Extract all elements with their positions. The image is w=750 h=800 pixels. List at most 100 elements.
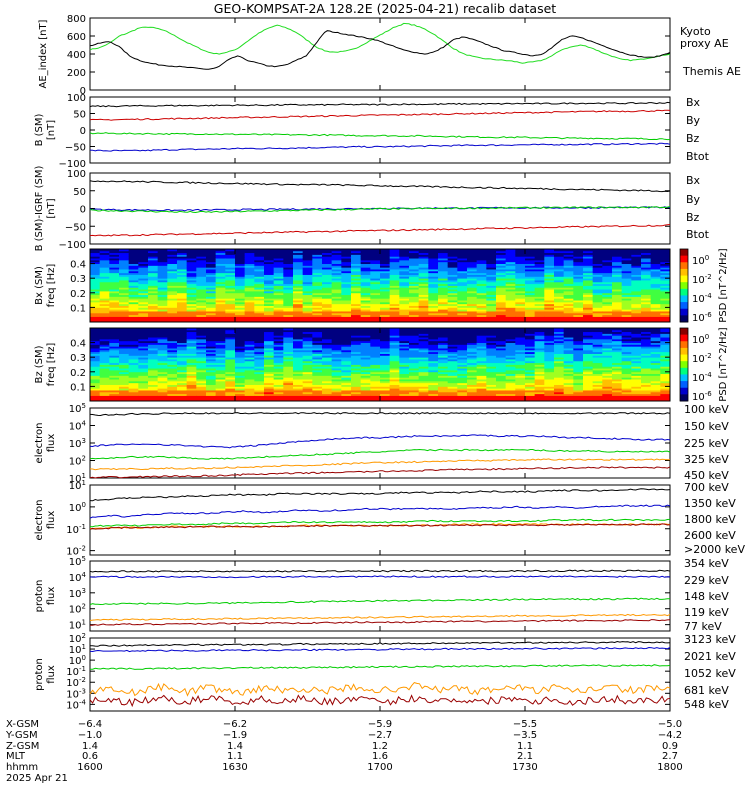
y-axis-label: flux — [46, 665, 57, 684]
colorbar-tick: 10-2 — [692, 273, 712, 286]
y-tick-label: −100 — [59, 159, 86, 170]
y-tick-label: 50 — [73, 187, 86, 198]
series-line-p_high-3 — [89, 646, 671, 653]
y-tick-label: 100 — [67, 169, 86, 180]
series-line-e_high-0 — [89, 488, 671, 502]
y-tick-label: 104 — [69, 571, 87, 584]
series-line-bgrf-2 — [89, 224, 671, 237]
x-axis-value: −6.2 — [223, 719, 247, 730]
x-axis-value: 1600 — [77, 762, 102, 773]
legend-entry: 325 keV — [684, 453, 729, 466]
x-axis-value: −1.0 — [78, 730, 102, 741]
x-axis-row-label: 2025 Apr 21 — [6, 773, 68, 784]
colorbar-tick: 10-4 — [692, 371, 712, 384]
legend-entry: 225 keV — [684, 437, 729, 450]
series-line-e_low-0 — [89, 412, 671, 417]
y-tick-label: 10-1 — [66, 665, 86, 678]
legend-entry: 148 keV — [684, 590, 729, 603]
plot-frame — [89, 637, 671, 712]
x-axis-value: 1700 — [367, 762, 392, 773]
y-axis-label: B (SM)-IGRF (SM) — [34, 166, 45, 252]
y-tick-label: 0.3 — [70, 353, 86, 364]
legend-entry: 1800 keV — [684, 513, 736, 526]
y-axis-label: flux — [46, 511, 57, 530]
y-tick-label: 102 — [69, 632, 86, 645]
legend-entry: >2000 keV — [684, 543, 745, 556]
x-axis-value: 1.2 — [372, 741, 388, 752]
series-line-e_low-4 — [89, 466, 671, 479]
y-tick-label: 0.3 — [70, 274, 86, 285]
y-tick-label: −100 — [59, 240, 86, 251]
y-axis-label: Bx (SM) — [34, 266, 45, 305]
series-line-p_low-2 — [89, 597, 671, 606]
y-tick-label: 101 — [69, 619, 86, 632]
legend-entry: Themis AE — [682, 65, 741, 78]
panel-bgrf: −100 −50 0 50 100 B (SM)-IGRF (SM) [nT] Bx By Bz B… — [34, 166, 710, 252]
series-line-bsm-3 — [89, 101, 671, 108]
panel-bsm: −100 −50 0 50 100 B (SM) [nT] Bx By Bz Btot — [34, 93, 710, 170]
x-axis-value: 0.6 — [82, 751, 98, 762]
legend-entry: 77 keV — [684, 620, 722, 633]
spectrogram-spec_bx — [90, 249, 671, 323]
legend-entry: 1052 keV — [684, 667, 736, 680]
panel-e_high: 10-2 10-1 100 101 electron flux 700 keV 1350 ke… — [34, 479, 745, 558]
colorbar-tick: 100 — [692, 333, 709, 346]
legend-entry: Bz — [686, 211, 700, 224]
y-tick-label: 103 — [69, 437, 86, 450]
legend-entry: 2021 keV — [684, 650, 736, 663]
y-tick-label: 0 — [80, 86, 86, 97]
y-tick-label: 10-2 — [66, 545, 86, 558]
y-tick-label: 101 — [69, 472, 86, 485]
series-line-e_low-2 — [89, 448, 671, 460]
x-axis-row-label: hhmm — [6, 762, 38, 773]
x-axis-value: −2.7 — [368, 730, 392, 741]
y-tick-label: 100 — [69, 654, 86, 667]
y-tick-label: 103 — [69, 587, 86, 600]
series-line-bgrf-3 — [89, 180, 671, 193]
colorbar-tick: 10-4 — [692, 292, 712, 305]
plot-frame — [89, 17, 671, 91]
y-axis-label: proton — [34, 580, 45, 613]
series-line-e_low-3 — [89, 458, 671, 471]
x-axis-value: 1630 — [222, 762, 247, 773]
y-tick-label: 0 — [80, 205, 86, 216]
legend-entry: Bz — [686, 132, 700, 145]
y-tick-label: 0.1 — [70, 382, 86, 393]
figure-title: GEO-KOMPSAT-2A 128.2E (2025-04-21) recal… — [214, 1, 557, 16]
y-tick-label: 102 — [69, 455, 86, 468]
y-axis-label: flux — [46, 434, 57, 453]
series-line-ae-1 — [89, 30, 671, 70]
y-axis-label: electron — [34, 423, 45, 464]
legend-entry: 548 keV — [684, 698, 729, 711]
x-axis-row-label: MLT — [6, 751, 26, 762]
y-tick-label: 100 — [69, 501, 86, 514]
colorbar-tick: 10-6 — [692, 390, 712, 403]
colorbar-label: PSD [nT^2/Hz] — [718, 248, 729, 322]
y-tick-label: 0.1 — [70, 303, 86, 314]
y-tick-label: 0.4 — [70, 339, 86, 350]
x-axis-value: 2.7 — [662, 751, 678, 762]
y-tick-label: 0.4 — [70, 260, 86, 271]
series-line-ae-0 — [89, 22, 671, 64]
series-line-e_high-4 — [89, 523, 671, 530]
y-tick-label: 10-1 — [66, 523, 86, 536]
x-axis-row-label: Z-GSM — [6, 741, 39, 752]
series-line-bsm-1 — [89, 132, 671, 141]
plot-frame — [89, 484, 671, 556]
y-tick-label: 800 — [67, 14, 86, 25]
y-axis-label: [nT] — [46, 198, 57, 218]
y-tick-label: −50 — [65, 143, 86, 154]
colorbar-label: PSD [nT^2/Hz] — [718, 327, 729, 401]
y-tick-label: 400 — [67, 50, 86, 61]
legend-entry: Bx — [686, 174, 701, 187]
series-line-e_low-1 — [89, 434, 671, 449]
series-line-p_high-4 — [90, 640, 671, 647]
y-tick-label: 0.2 — [70, 368, 86, 379]
x-axis-value: −5.5 — [513, 719, 537, 730]
x-axis-value: 1.1 — [227, 751, 243, 762]
spectrogram-spec_bz — [90, 328, 671, 402]
legend-entry: Btot — [686, 228, 710, 241]
